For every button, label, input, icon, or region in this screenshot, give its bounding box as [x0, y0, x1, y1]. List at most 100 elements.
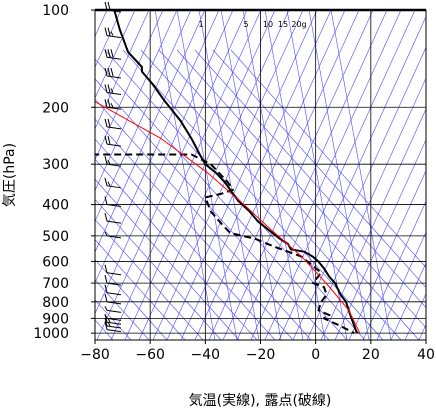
isotherm-line	[95, 10, 122, 68]
adiabat-line	[176, 49, 426, 329]
adiabat-line	[95, 259, 168, 340]
wind-barb	[104, 306, 122, 313]
wind-barbs	[104, 1, 122, 333]
wind-barb	[104, 284, 122, 296]
adiabat-line	[95, 78, 330, 340]
y-tick-label: 200	[42, 100, 69, 116]
isotherm-line	[334, 139, 426, 340]
x-tick-label: 20	[362, 347, 380, 363]
y-tick-label: 500	[42, 229, 69, 245]
mixing-ratio-label: 1	[198, 20, 203, 29]
x-tick-label: −40	[191, 347, 221, 363]
y-tick-label: 1000	[33, 326, 69, 342]
isotherm-line	[264, 10, 416, 340]
isotherm-line	[306, 77, 426, 340]
mixing-ratio-label: 5	[243, 20, 248, 29]
isotherm-line	[222, 10, 374, 340]
x-tick-label: −80	[80, 347, 110, 363]
y-tick-label: 400	[42, 198, 69, 214]
wind-barb	[104, 84, 122, 95]
mixing-ratio-line	[198, 10, 260, 340]
isotherm-line	[208, 10, 360, 340]
adiabat-line	[158, 49, 420, 340]
y-axis-title: 気圧(hPa)	[2, 143, 18, 207]
isotherm-line	[390, 262, 426, 340]
adiabat-line	[230, 49, 426, 268]
adiabat-line	[95, 219, 204, 340]
x-tick-label: −60	[135, 347, 165, 363]
y-tick-label: 600	[42, 254, 69, 270]
mixing-ratio-label: 15	[278, 20, 288, 29]
temperature-line	[113, 10, 358, 334]
mixing-ratio-line	[242, 10, 304, 340]
mixing-ratio-line	[264, 10, 326, 340]
wind-barb	[104, 177, 122, 189]
wind-barb	[104, 196, 122, 208]
x-tick-label: 0	[311, 347, 320, 363]
adiabat-line	[194, 49, 426, 309]
isotherm-line	[250, 10, 402, 340]
mixing-ratio-label: 20g	[291, 20, 306, 29]
isotherm-line	[95, 10, 192, 222]
isotherm-line	[95, 10, 150, 130]
isotherm-line	[95, 10, 234, 315]
wind-barb	[104, 231, 122, 239]
isotherm-line	[95, 10, 178, 192]
adiabat-line	[95, 118, 294, 340]
y-tick-label: 300	[42, 157, 69, 173]
isotherm-line	[180, 10, 332, 340]
y-tick-label: 100	[42, 3, 69, 19]
adiabat-line	[140, 49, 402, 340]
wind-barb	[104, 274, 122, 286]
x-tick-label: 40	[417, 347, 435, 363]
isotherm-line	[348, 169, 426, 340]
wind-barb	[104, 67, 122, 79]
mixing-ratio-line	[308, 10, 370, 340]
isotherm-line	[166, 10, 318, 340]
x-axis-title: 気温(実線), 露点(破線)	[189, 393, 332, 409]
wind-barb	[104, 118, 122, 130]
mixing-ratio-line	[220, 10, 282, 340]
y-tick-label: 800	[42, 295, 69, 311]
adiabat-line	[95, 178, 240, 340]
x-tick-label: −20	[246, 347, 276, 363]
mixing-ratio-label: 10	[263, 20, 273, 29]
isotherm-line	[194, 10, 346, 340]
reference-line	[95, 101, 361, 334]
wind-barb	[104, 321, 122, 333]
dewpoint-line	[95, 153, 355, 335]
isotherm-lines	[95, 10, 426, 340]
isotherm-line	[96, 10, 248, 340]
isotherm-line	[95, 10, 164, 161]
wind-barb	[104, 264, 122, 276]
wind-barb	[104, 49, 122, 60]
wind-barb	[104, 314, 122, 325]
mixing-ratio-labels: 1 5 10 15 20g	[198, 20, 306, 29]
mixing-ratio-line	[176, 10, 238, 340]
sounding-series	[95, 10, 361, 335]
isotherm-line	[278, 15, 426, 340]
x-axis-ticks: −80 −60 −40 −20 0 20 40	[80, 340, 435, 363]
wind-barb	[104, 27, 122, 39]
isotherm-line	[95, 10, 136, 99]
isotherm-line	[152, 10, 304, 340]
wind-barb	[104, 293, 122, 305]
isotherm-line	[95, 10, 206, 253]
adiabat-line	[95, 279, 150, 340]
adiabat-line	[95, 239, 186, 340]
wind-barb	[104, 99, 122, 110]
y-tick-label: 900	[42, 311, 69, 327]
y-tick-label: 700	[42, 276, 69, 292]
isotherm-line	[320, 108, 426, 340]
wind-barb	[104, 212, 122, 224]
isotherm-line	[138, 10, 290, 340]
isotherm-line	[95, 10, 220, 284]
wind-barb	[104, 135, 122, 147]
adiabat-line	[212, 49, 426, 289]
wind-barb	[104, 317, 122, 329]
adiabat-line	[95, 158, 258, 340]
adiabat-line	[95, 98, 312, 340]
isotherm-line	[376, 231, 426, 340]
